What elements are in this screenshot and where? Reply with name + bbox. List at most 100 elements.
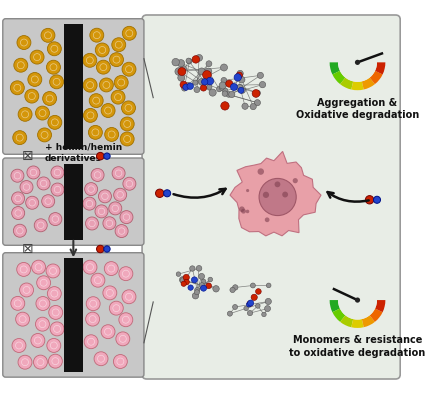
Circle shape xyxy=(123,177,136,190)
Circle shape xyxy=(230,287,235,293)
Circle shape xyxy=(120,117,134,131)
Circle shape xyxy=(248,300,254,306)
Circle shape xyxy=(200,85,206,91)
Circle shape xyxy=(236,72,242,78)
Circle shape xyxy=(46,264,60,278)
Circle shape xyxy=(252,89,260,97)
Circle shape xyxy=(96,245,104,253)
Circle shape xyxy=(206,283,212,289)
Circle shape xyxy=(241,209,246,214)
Circle shape xyxy=(18,355,32,369)
Circle shape xyxy=(13,131,27,145)
Circle shape xyxy=(103,217,116,230)
Circle shape xyxy=(96,152,104,160)
Circle shape xyxy=(34,219,47,232)
Circle shape xyxy=(85,182,98,195)
Circle shape xyxy=(104,153,110,159)
Circle shape xyxy=(27,166,40,179)
Circle shape xyxy=(178,67,186,76)
Circle shape xyxy=(365,195,374,204)
Circle shape xyxy=(16,312,29,326)
Circle shape xyxy=(47,338,61,352)
Circle shape xyxy=(246,210,249,213)
Circle shape xyxy=(257,72,264,78)
Circle shape xyxy=(181,86,187,91)
Circle shape xyxy=(109,301,123,315)
Circle shape xyxy=(37,276,51,290)
Circle shape xyxy=(110,53,124,67)
Circle shape xyxy=(14,58,28,72)
Circle shape xyxy=(242,103,248,110)
Circle shape xyxy=(164,190,171,197)
Circle shape xyxy=(219,85,224,90)
Circle shape xyxy=(90,28,104,42)
Circle shape xyxy=(187,59,192,64)
Circle shape xyxy=(83,53,97,67)
Circle shape xyxy=(192,293,199,299)
Circle shape xyxy=(86,312,100,326)
Circle shape xyxy=(95,205,108,218)
Circle shape xyxy=(227,311,232,316)
Circle shape xyxy=(49,213,62,226)
Circle shape xyxy=(122,26,136,40)
Circle shape xyxy=(188,285,193,290)
Circle shape xyxy=(12,338,26,353)
Circle shape xyxy=(282,191,288,197)
Circle shape xyxy=(195,287,200,292)
Circle shape xyxy=(198,68,205,75)
FancyBboxPatch shape xyxy=(142,15,400,379)
Circle shape xyxy=(12,192,25,205)
Circle shape xyxy=(89,94,103,108)
Circle shape xyxy=(262,312,266,317)
Wedge shape xyxy=(375,300,385,312)
Circle shape xyxy=(183,84,189,90)
Circle shape xyxy=(221,78,227,83)
Wedge shape xyxy=(370,309,383,322)
Circle shape xyxy=(18,107,32,121)
Circle shape xyxy=(239,87,245,93)
Circle shape xyxy=(38,128,51,142)
Circle shape xyxy=(172,58,179,66)
Circle shape xyxy=(20,180,33,193)
Circle shape xyxy=(121,101,136,115)
Circle shape xyxy=(89,125,102,139)
Circle shape xyxy=(255,304,260,308)
Circle shape xyxy=(30,50,44,64)
Circle shape xyxy=(255,90,260,96)
Circle shape xyxy=(251,294,257,301)
Circle shape xyxy=(196,266,202,271)
Circle shape xyxy=(213,286,219,292)
Circle shape xyxy=(103,286,117,300)
Circle shape xyxy=(50,322,64,336)
Circle shape xyxy=(179,277,186,283)
Circle shape xyxy=(206,77,214,85)
Circle shape xyxy=(196,54,203,61)
Circle shape xyxy=(104,262,118,275)
Circle shape xyxy=(48,354,62,368)
Circle shape xyxy=(234,74,241,81)
Circle shape xyxy=(86,297,100,310)
Wedge shape xyxy=(338,62,377,82)
Circle shape xyxy=(112,38,126,52)
Circle shape xyxy=(91,273,105,287)
Text: Aggregation &
Oxidative degradation: Aggregation & Oxidative degradation xyxy=(296,98,419,120)
Circle shape xyxy=(96,60,110,74)
Circle shape xyxy=(184,279,189,285)
Bar xyxy=(64,24,83,149)
Circle shape xyxy=(105,128,119,141)
Circle shape xyxy=(120,132,134,146)
Text: Monomers & resistance
to oxidative degradation: Monomers & resistance to oxidative degra… xyxy=(289,335,426,358)
Bar xyxy=(64,258,83,372)
Circle shape xyxy=(222,88,228,93)
Circle shape xyxy=(32,260,45,274)
Circle shape xyxy=(275,181,280,187)
Wedge shape xyxy=(340,315,353,327)
Circle shape xyxy=(237,85,243,90)
Circle shape xyxy=(267,283,271,288)
Text: ⊠: ⊠ xyxy=(22,149,34,163)
Circle shape xyxy=(232,285,238,290)
Wedge shape xyxy=(332,309,345,322)
Circle shape xyxy=(17,262,31,276)
Circle shape xyxy=(176,272,181,276)
Circle shape xyxy=(229,91,235,98)
